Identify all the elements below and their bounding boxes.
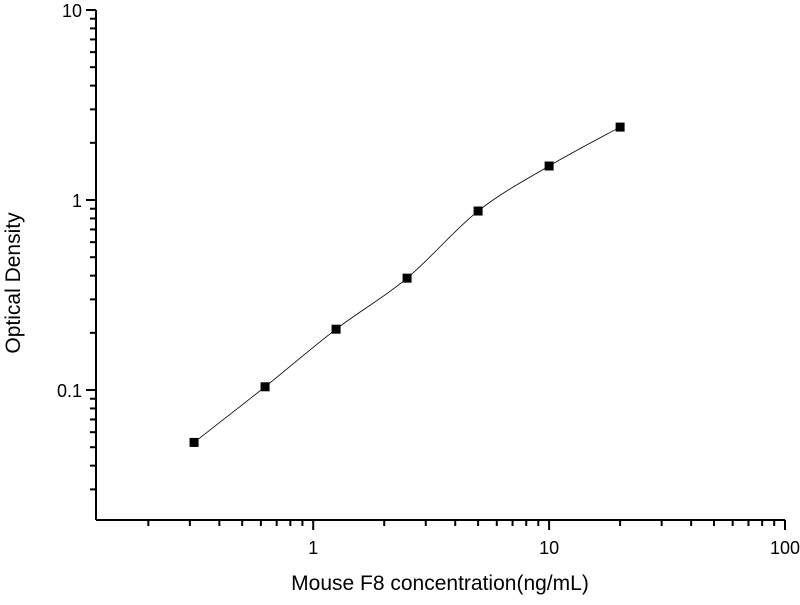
y-tick-label: 1 [72,191,82,211]
data-point [331,324,341,334]
data-point [402,273,412,283]
data-point [473,206,483,216]
x-tick-label: 1 [308,538,318,558]
data-point [615,122,625,132]
data-point [189,437,199,447]
x-axis-title: Mouse F8 concentration(ng/mL) [291,572,589,595]
fit-curve [193,126,621,443]
y-tick-label: 10 [62,1,82,21]
y-axis-title: Optical Density [2,212,25,354]
data-point [544,161,554,171]
x-tick-label: 10 [539,538,559,558]
data-point [260,382,270,392]
y-tick-label: 0.1 [57,381,82,401]
x-tick-label: 100 [770,538,800,558]
